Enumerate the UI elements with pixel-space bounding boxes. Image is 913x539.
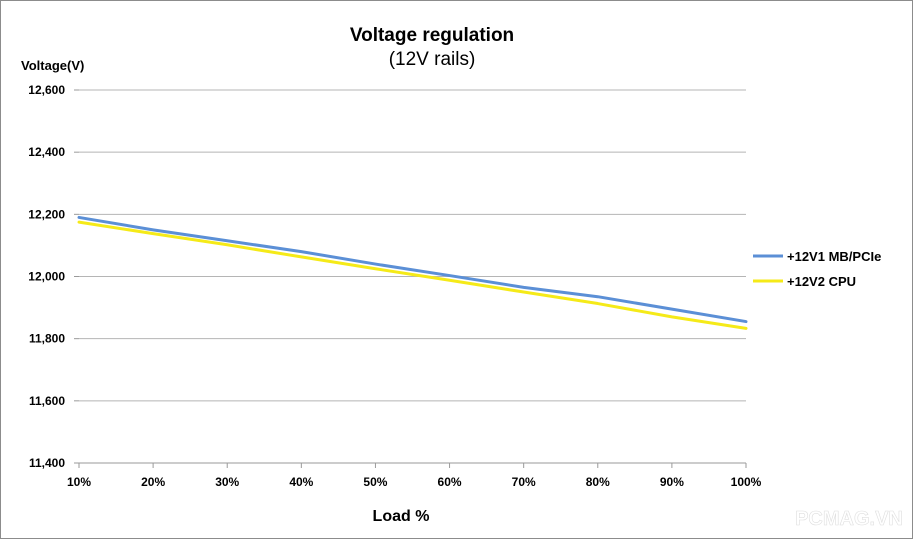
y-tick-label: 12,600 [28, 83, 65, 97]
y-tick-label: 11,600 [29, 394, 65, 408]
y-tick-label: 12,400 [28, 145, 65, 159]
x-tick-label: 100% [731, 475, 762, 489]
x-tick-label: 30% [215, 475, 239, 489]
x-tick-label: 60% [438, 475, 462, 489]
x-tick-labels: 10% 20% 30% 40% 50% 60% 70% 80% 90% 100% [67, 475, 762, 489]
chart-subtitle: (12V rails) [389, 49, 476, 70]
series-line [77, 215, 748, 324]
x-axis-label: Load % [373, 508, 430, 525]
x-tick-label: 40% [289, 475, 313, 489]
watermark: PCMAG.VN [795, 508, 903, 530]
legend-label: +12V1 MB/PCIe [787, 249, 881, 264]
chart-title: Voltage regulation [350, 25, 514, 46]
y-tick-label: 11,800 [29, 332, 65, 346]
x-tick-label: 20% [141, 475, 165, 489]
y-axis-label: Voltage(V) [21, 58, 84, 73]
y-tick-label: 12,200 [28, 207, 65, 221]
legend-label: +12V2 CPU [787, 274, 856, 289]
y-tick-label: 11,400 [29, 456, 65, 470]
series-lines [77, 215, 748, 330]
y-tick-label: 12,000 [28, 270, 65, 284]
y-tick-labels: 11,400 11,600 11,800 12,000 12,200 12,400 12,6… [28, 83, 65, 470]
gridlines [74, 89, 747, 468]
x-tick-label: 80% [586, 475, 610, 489]
x-tick-label: 10% [67, 475, 91, 489]
x-tick-label: 90% [660, 475, 684, 489]
legend: +12V1 MB/PCIe +12V2 CPU [753, 249, 881, 289]
x-tick-label: 70% [512, 475, 536, 489]
series-line [77, 220, 748, 330]
x-tick-label: 50% [363, 475, 387, 489]
